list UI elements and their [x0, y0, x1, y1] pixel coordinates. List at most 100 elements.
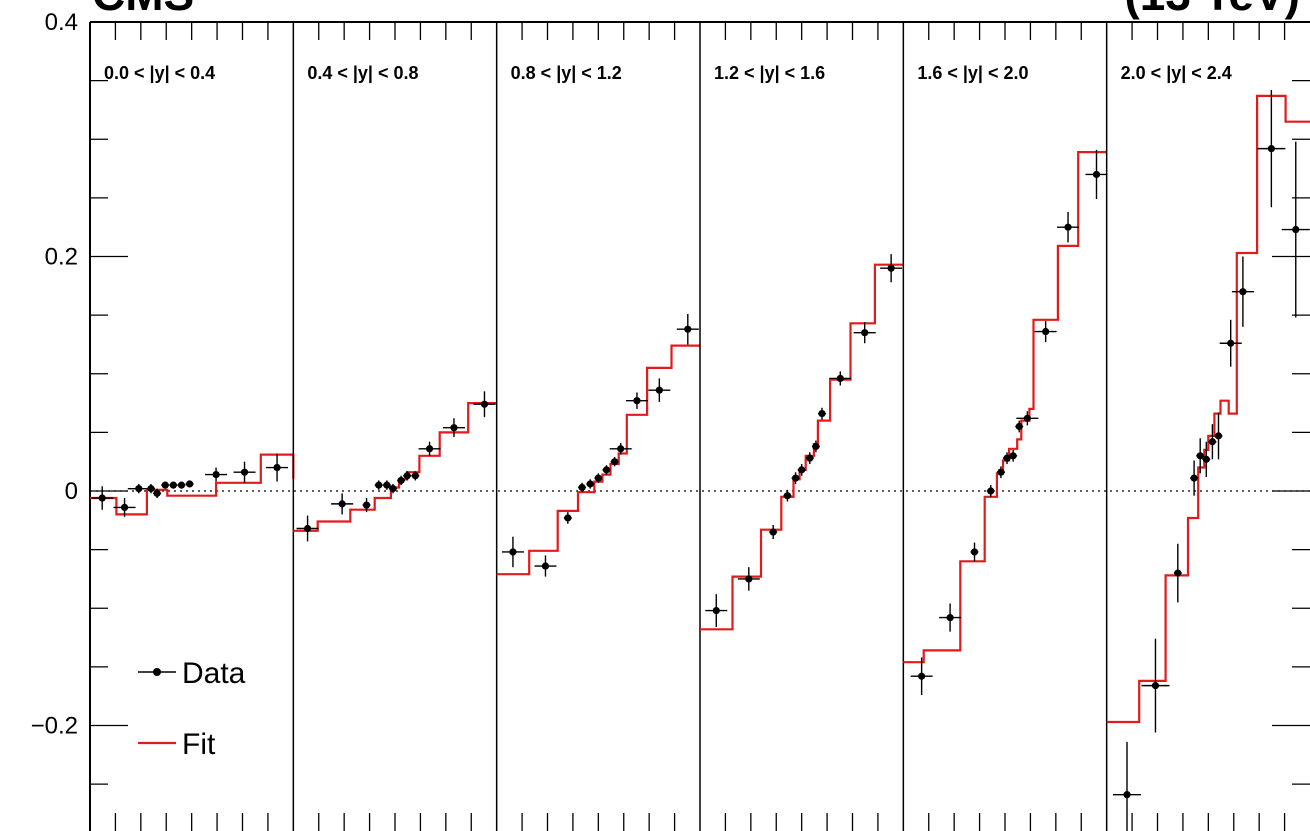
data-point — [970, 548, 979, 556]
legend-fit-label: Fit — [182, 728, 216, 761]
data-point — [1064, 223, 1072, 231]
data-point — [362, 501, 371, 509]
data-point — [1003, 454, 1011, 462]
panel: 1.2 < |y| < 1.6 — [699, 22, 904, 831]
panels: 0.0 < |y| < 0.4 0.4 < |y| < 0.8 0.8 < |y| … — [90, 22, 1310, 831]
data-point — [633, 397, 641, 405]
data-point — [169, 481, 177, 489]
panel-label: 0.4 < |y| < 0.8 — [307, 63, 418, 83]
legend-data-marker — [153, 668, 161, 676]
data-point — [303, 524, 312, 533]
data-point — [1009, 452, 1017, 460]
data-point — [425, 445, 434, 453]
data-point — [1196, 452, 1204, 460]
data-point — [397, 476, 405, 485]
data-point — [818, 410, 826, 418]
y-tick-label: 0.2 — [45, 243, 78, 270]
data-point — [602, 466, 611, 474]
data-point — [586, 480, 594, 488]
data-point — [375, 481, 383, 489]
data-point — [712, 606, 720, 615]
data-point — [564, 514, 572, 522]
data-point — [1123, 791, 1131, 799]
data-point — [1092, 170, 1101, 179]
data-point — [135, 485, 143, 493]
panel: 2.0 < |y| < 2.4 — [1105, 22, 1310, 831]
data-point — [1239, 288, 1247, 296]
data-point — [212, 470, 220, 479]
data-point — [338, 500, 346, 508]
data-point — [1202, 455, 1210, 463]
legend: Data Fit — [138, 657, 246, 761]
fit-histogram — [903, 151, 1107, 664]
fit-histogram — [90, 453, 295, 516]
panel: 1.6 < |y| < 2.0 — [902, 22, 1108, 831]
panel: 0.4 < |y| < 0.8 — [292, 22, 497, 831]
data-point — [1208, 438, 1216, 446]
data-point — [1174, 569, 1182, 577]
panel-label: 1.2 < |y| < 1.6 — [714, 63, 825, 83]
panel-label: 1.6 < |y| < 2.0 — [917, 63, 1028, 83]
data-point — [1151, 682, 1160, 690]
panel-label: 0.8 < |y| < 1.2 — [511, 63, 622, 83]
data-point — [1227, 339, 1235, 347]
data-point — [240, 468, 249, 476]
data-point — [403, 472, 411, 480]
data-point — [273, 463, 281, 472]
data-point — [617, 445, 625, 453]
data-point — [177, 481, 186, 489]
data-point — [887, 264, 895, 272]
axes: −0.2 0 0.2 0.4 — [31, 9, 1310, 831]
data-point — [783, 492, 792, 500]
header-left-text: CMS — [92, 0, 194, 20]
data-point — [541, 562, 550, 570]
y-tick-label: −0.2 — [31, 712, 78, 739]
data-point — [655, 386, 663, 394]
y-tick-label: 0 — [65, 478, 78, 505]
data-point — [611, 458, 619, 466]
legend-data-label: Data — [182, 657, 246, 690]
fit-histogram — [496, 344, 700, 576]
data-point — [153, 489, 161, 497]
data-point — [120, 503, 129, 511]
panel: 0.0 < |y| < 0.4 — [90, 22, 295, 831]
fit-histogram — [293, 402, 497, 532]
data-point — [186, 480, 194, 488]
y-tick-label: 0.4 — [45, 9, 78, 36]
data-point — [450, 424, 458, 432]
data-point — [812, 442, 820, 451]
data-point — [836, 374, 844, 383]
data-point — [594, 474, 602, 482]
data-point — [161, 481, 169, 489]
panel-label: 2.0 < |y| < 2.4 — [1121, 63, 1232, 83]
data-point — [798, 466, 806, 474]
data-point — [1214, 432, 1223, 440]
header-right-text: (13 TeV) — [1124, 0, 1300, 20]
data-point — [98, 494, 106, 502]
data-point — [684, 325, 692, 333]
data-point — [745, 575, 753, 583]
fit-histogram — [1106, 94, 1310, 724]
data-point — [389, 485, 397, 493]
data-point — [480, 400, 489, 408]
data-point — [791, 474, 800, 482]
panel: 0.8 < |y| < 1.2 — [495, 22, 700, 831]
data-point — [578, 483, 586, 492]
data-point — [806, 454, 814, 462]
data-point — [1015, 422, 1023, 431]
data-point — [1023, 414, 1031, 422]
data-point — [997, 468, 1005, 476]
data-point — [1292, 225, 1300, 234]
data-point — [383, 481, 391, 489]
data-point — [918, 672, 926, 680]
data-point — [1042, 327, 1050, 336]
data-point — [946, 614, 954, 622]
data-point — [861, 329, 869, 337]
fit-histogram — [700, 263, 904, 631]
data-point — [509, 548, 517, 556]
data-point — [1267, 145, 1275, 153]
data-point — [987, 487, 995, 495]
data-point — [769, 528, 777, 536]
data-point — [147, 485, 155, 493]
